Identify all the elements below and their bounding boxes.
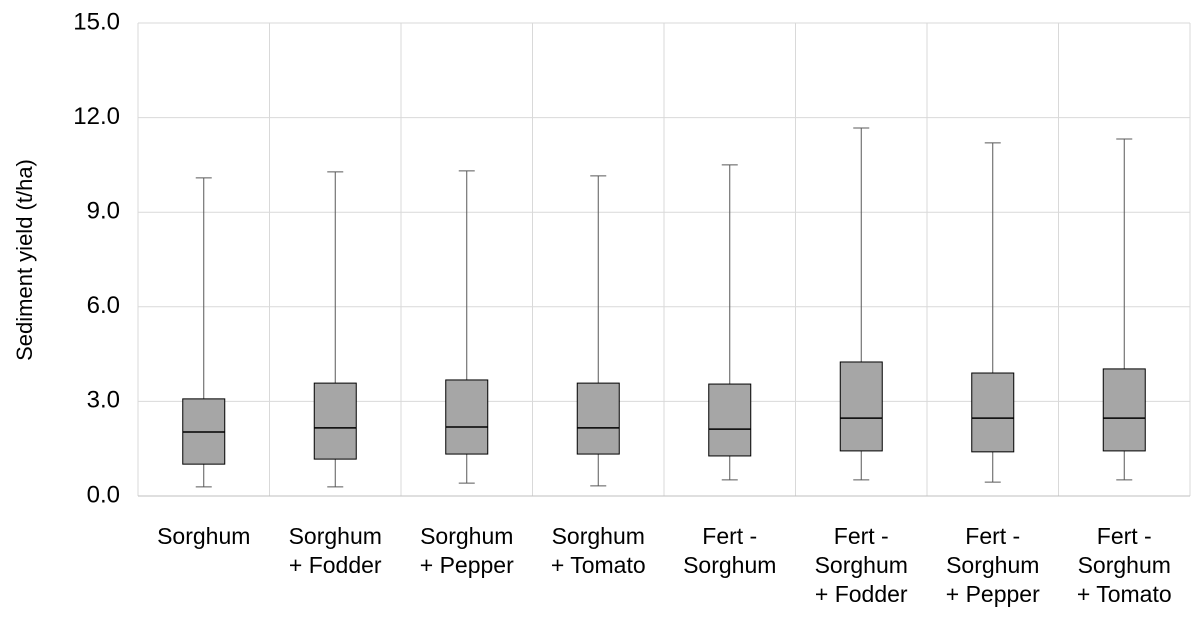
x-tick-label: Fert - Sorghum + Tomato [1076,523,1172,607]
x-tick-label: Fert - Sorghum + Fodder [814,523,908,607]
box [313,382,357,460]
box [708,383,752,457]
box [1102,368,1146,452]
box [971,372,1015,453]
x-tick-label: Sorghum [157,523,251,549]
x-tick-label: Sorghum + Tomato [550,523,646,578]
y-tick-label: 15.0 [73,8,120,35]
y-tick-label: 3.0 [87,387,120,414]
y-tick-label: 6.0 [87,292,120,319]
y-tick-label: 12.0 [73,103,120,130]
y-tick-label: 0.0 [87,481,120,508]
x-tick-label: Fert - Sorghum [683,523,777,578]
x-tick-label: Sorghum + Pepper [419,523,514,578]
y-tick-label: 9.0 [87,198,120,225]
x-tick-label: Fert - Sorghum + Pepper [945,523,1040,607]
x-tick-label: Sorghum + Fodder [288,523,382,578]
box [576,382,620,455]
box [839,361,883,452]
box [445,379,489,455]
y-axis-label: Sediment yield (t/ha) [12,159,37,361]
